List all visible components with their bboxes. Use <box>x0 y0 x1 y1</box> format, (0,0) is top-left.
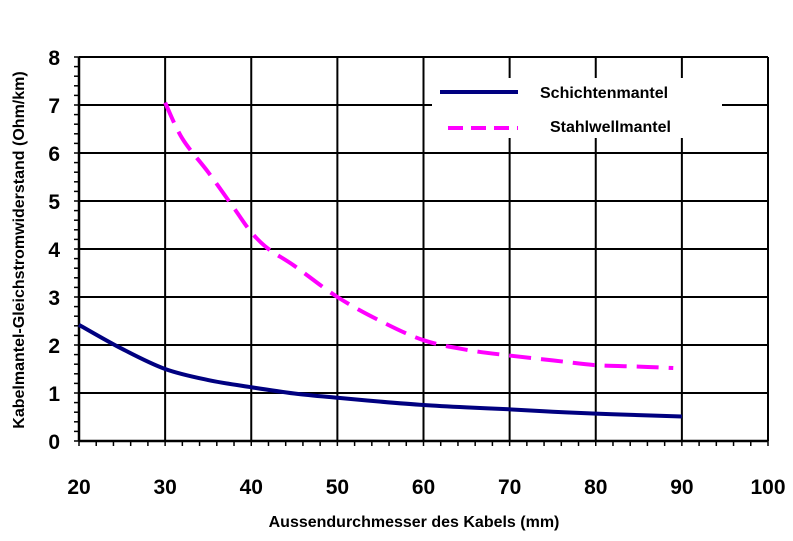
y-tick-labels: 0 1 2 3 4 5 6 7 8 <box>48 47 60 454</box>
legend: Schichtenmantel Stahlwellmantel <box>432 78 722 138</box>
x-tick-label: 20 <box>67 476 90 499</box>
x-tick-label: 30 <box>153 476 176 499</box>
legend-label-stahlwellmantel: Stahlwellmantel <box>550 119 671 136</box>
series-line-stahlwellmantel <box>163 101 674 371</box>
x-tick-label: 70 <box>498 476 521 499</box>
x-tick-label: 100 <box>750 476 785 499</box>
y-tick-label: 7 <box>48 95 60 118</box>
x-tick-label: 90 <box>670 476 693 499</box>
y-tick-label: 2 <box>48 335 60 358</box>
legend-label-schichtenmantel: Schichtenmantel <box>540 85 668 102</box>
x-axis-label: Aussendurchmesser des Kabels (mm) <box>269 514 560 531</box>
series-line-schichtenmantel <box>78 323 682 419</box>
y-tick-label: 8 <box>48 47 60 70</box>
x-tick-label: 40 <box>240 476 263 499</box>
y-tick-label: 1 <box>48 383 60 406</box>
plot-frame <box>74 56 769 446</box>
y-tick-label: 4 <box>48 239 60 262</box>
y-tick-label: 3 <box>48 287 60 310</box>
x-tick-label: 80 <box>584 476 607 499</box>
y-tick-label: 0 <box>48 431 60 454</box>
x-tick-label: 50 <box>326 476 349 499</box>
y-tick-label: 5 <box>48 191 60 214</box>
y-axis-label: Kabelmantel-Gleichstromwiderstand (Ohm/k… <box>11 71 28 428</box>
x-tick-labels: 20 30 40 50 60 70 80 90 100 <box>67 476 785 499</box>
x-tick-label: 60 <box>412 476 435 499</box>
series-layer <box>78 101 682 419</box>
y-tick-label: 6 <box>48 143 60 166</box>
